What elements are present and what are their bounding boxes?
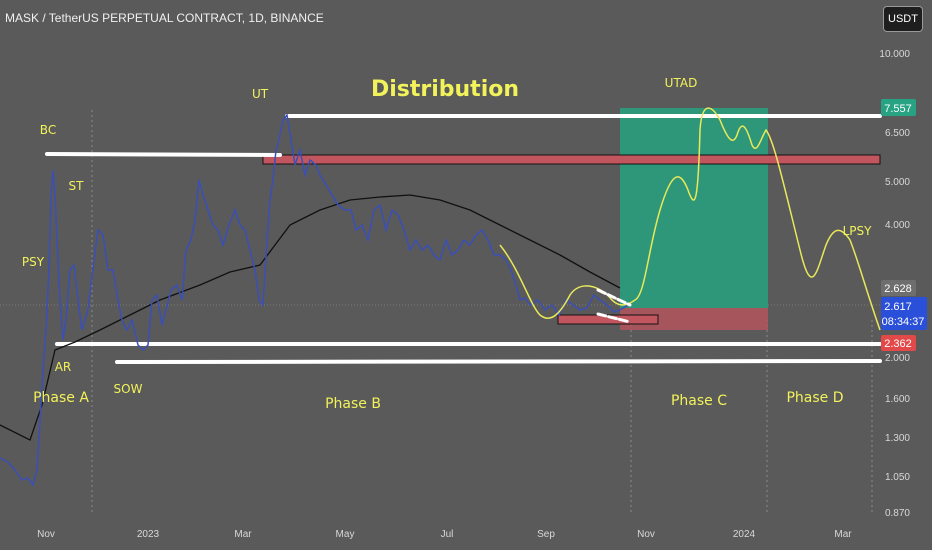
y-tick-label: 10.000 — [879, 49, 910, 60]
y-tick-label: 1.300 — [885, 433, 910, 444]
y-tick-label: 6.500 — [885, 128, 910, 139]
x-tick-label: 2024 — [733, 529, 756, 540]
annotation-sow: SOW — [114, 382, 143, 396]
price-label-current-high: 2.628 — [881, 280, 916, 296]
annotation-bc: BC — [40, 123, 56, 137]
price-label-countdown-text: 08:34:37 — [882, 316, 925, 328]
annotation-phase-b: Phase B — [325, 396, 381, 412]
target-zone — [620, 108, 768, 308]
resistance-box — [262, 154, 881, 165]
y-tick-label: 5.000 — [885, 177, 910, 188]
x-tick-label: May — [336, 529, 355, 540]
price-label-current-high-text: 2.628 — [884, 283, 912, 295]
wedge-top-line — [596, 288, 632, 307]
y-tick-label: 1.050 — [885, 472, 910, 483]
x-tick-label: Sep — [537, 529, 555, 540]
lower-support-line — [115, 359, 882, 364]
annotation-utad: UTAD — [665, 76, 698, 90]
y-tick-label: 1.600 — [885, 394, 910, 405]
x-tick-label: Mar — [834, 529, 852, 540]
x-tick-label: Nov — [637, 529, 655, 540]
bc-level-line — [45, 152, 282, 157]
currency-button[interactable]: USDT — [883, 6, 923, 32]
x-tick-label: Mar — [234, 529, 252, 540]
price-label-current-text: 2.617 — [884, 301, 912, 313]
y-tick-label: 4.000 — [885, 220, 910, 231]
price-label-current: 2.617 08:34:37 — [881, 297, 927, 330]
projection-path — [499, 107, 881, 331]
annotation-phase-d: Phase D — [786, 390, 843, 406]
annotation-ut: UT — [252, 87, 269, 101]
annotation-psy: PSY — [22, 255, 45, 269]
x-tick-label: 2023 — [137, 529, 160, 540]
moving-average-line — [0, 194, 621, 441]
wedge-bottom-line — [596, 312, 632, 324]
annotation-phase-a: Phase A — [33, 390, 89, 406]
price-label-stop: 2.362 — [881, 335, 916, 351]
annotation-distribution: Distribution — [371, 77, 519, 102]
annotation-phase-c: Phase C — [671, 393, 727, 409]
price-label-target-text: 7.557 — [884, 103, 912, 115]
y-tick-label: 2.000 — [885, 353, 910, 364]
small-support-box — [557, 314, 659, 325]
price-label-target: 7.557 — [881, 99, 916, 116]
x-tick-label: Nov — [37, 529, 55, 540]
x-tick-label: Jul — [441, 529, 454, 540]
annotation-st: ST — [69, 179, 85, 193]
annotation-ar: AR — [55, 360, 72, 374]
chart-title: MASK / TetherUS PERPETUAL CONTRACT, 1D, … — [5, 11, 324, 25]
y-tick-label: 0.870 — [885, 508, 910, 519]
price-label-stop-text: 2.362 — [884, 338, 912, 350]
y-axis: 10.000 6.500 5.000 4.000 2.000 1.600 1.300 1.05… — [879, 49, 910, 519]
x-axis: Nov 2023 Mar May Jul Sep Nov 2024 Mar — [37, 529, 852, 540]
annotation-lpsy: LPSY — [843, 224, 873, 238]
price-series-line — [0, 113, 629, 487]
